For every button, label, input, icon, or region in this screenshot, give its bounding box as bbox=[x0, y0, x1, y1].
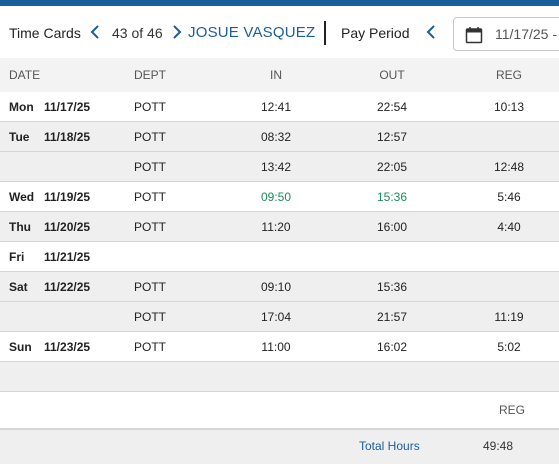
previous-employee-button[interactable] bbox=[90, 22, 104, 42]
date-cell: 11/23/25 bbox=[44, 340, 91, 354]
table-row[interactable]: Tue 11/18/25 POTT 08:32 12:57 bbox=[0, 122, 559, 152]
day-cell: Mon bbox=[9, 100, 34, 114]
table-row[interactable]: Thu 11/20/25 POTT 11:20 16:00 4:40 bbox=[0, 212, 559, 242]
table-row[interactable]: Mon 11/17/25 POTT 12:41 22:54 10:13 bbox=[0, 92, 559, 122]
table-row[interactable]: Sat 11/22/25 POTT 09:10 15:36 bbox=[0, 272, 559, 302]
chevron-left-icon bbox=[90, 25, 99, 39]
summary-reg-header: REG bbox=[499, 403, 526, 417]
date-cell: 11/19/25 bbox=[44, 190, 91, 204]
day-cell: Fri bbox=[9, 250, 25, 264]
date-cell: 11/20/25 bbox=[44, 220, 91, 234]
pay-period-date-value: 11/17/25 - bbox=[495, 26, 558, 42]
pay-period-label: Pay Period bbox=[341, 25, 410, 41]
calendar-icon bbox=[465, 27, 483, 44]
table-row[interactable]: POTT 17:04 21:57 11:19 bbox=[0, 302, 559, 332]
table-row[interactable]: POTT 13:42 22:05 12:48 bbox=[0, 152, 559, 182]
dept-cell: POTT bbox=[134, 130, 166, 144]
day-cell: Thu bbox=[9, 220, 31, 234]
dept-cell: POTT bbox=[134, 190, 166, 204]
date-cell: 11/18/25 bbox=[44, 130, 91, 144]
day-cell: Sat bbox=[9, 280, 28, 294]
column-header-dept: DEPT bbox=[134, 68, 167, 82]
page-title: Time Cards bbox=[9, 25, 81, 41]
date-cell: 11/22/25 bbox=[44, 280, 91, 294]
total-hours-row: Total Hours 49:48 bbox=[0, 428, 559, 464]
date-cell: 11/21/25 bbox=[44, 250, 91, 264]
total-hours-value: 49:48 bbox=[483, 439, 514, 453]
dept-cell: POTT bbox=[134, 160, 166, 174]
total-hours-label: Total Hours bbox=[359, 439, 420, 453]
dept-cell: POTT bbox=[134, 310, 166, 324]
table-row[interactable]: Fri 11/21/25 bbox=[0, 242, 559, 272]
employee-counter: 43 of 46 bbox=[112, 25, 163, 41]
pay-period-date-picker[interactable]: 11/17/25 - bbox=[453, 17, 559, 51]
dept-cell: POTT bbox=[134, 280, 166, 294]
top-accent-bar bbox=[0, 0, 559, 6]
chevron-right-icon bbox=[173, 25, 182, 39]
header-bar: Time Cards 43 of 46 JOSUE VASQUEZ Pay Pe… bbox=[0, 6, 559, 58]
dept-cell: POTT bbox=[134, 340, 166, 354]
day-cell: Tue bbox=[9, 130, 30, 144]
day-cell: Wed bbox=[9, 190, 35, 204]
previous-pay-period-button[interactable] bbox=[426, 22, 440, 42]
chevron-left-icon bbox=[426, 25, 435, 39]
dept-cell: POTT bbox=[134, 220, 166, 234]
date-cell: 11/17/25 bbox=[44, 100, 91, 114]
column-header-date: DATE bbox=[9, 68, 41, 82]
empty-row bbox=[0, 362, 559, 392]
day-cell: Sun bbox=[9, 340, 32, 354]
header-divider bbox=[324, 21, 326, 45]
table-row[interactable]: Wed 11/19/25 POTT 09:50 15:36 5:46 bbox=[0, 182, 559, 212]
next-employee-button[interactable] bbox=[172, 22, 186, 42]
dept-cell: POTT bbox=[134, 100, 166, 114]
employee-name-link[interactable]: JOSUE VASQUEZ bbox=[188, 24, 316, 41]
table-row[interactable]: Sun 11/23/25 POTT 11:00 16:02 5:02 bbox=[0, 332, 559, 362]
table-header: DATE DEPT IN OUT REG bbox=[0, 58, 559, 92]
summary-header: REG bbox=[0, 392, 559, 428]
